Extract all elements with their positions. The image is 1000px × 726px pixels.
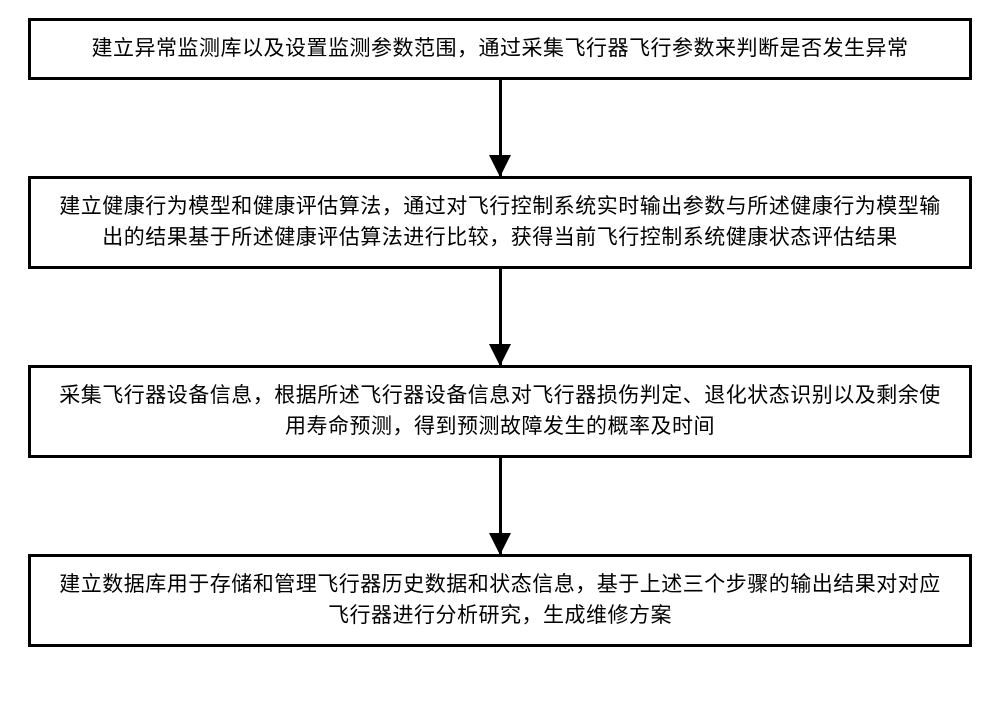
arrow-head-icon (489, 155, 511, 177)
flowchart-box-text: 建立异常监测库以及设置监测参数范围，通过采集飞行器飞行参数来判断是否发生异常 (92, 33, 909, 65)
flowchart-box-step1: 建立异常监测库以及设置监测参数范围，通过采集飞行器飞行参数来判断是否发生异常 (28, 18, 972, 80)
arrow-head-icon (489, 344, 511, 366)
flowchart-arrow (499, 80, 502, 176)
flowchart-container: 建立异常监测库以及设置监测参数范围，通过采集飞行器飞行参数来判断是否发生异常 建… (0, 0, 1000, 665)
flowchart-box-text: 建立健康行为模型和健康评估算法，通过对飞行控制系统实时输出参数与所述健康行为模型… (51, 191, 949, 254)
flowchart-box-text: 建立数据库用于存储和管理飞行器历史数据和状态信息，基于上述三个步骤的输出结果对对… (51, 569, 949, 632)
flowchart-arrow (499, 269, 502, 365)
flowchart-box-text: 采集飞行器设备信息，根据所述飞行器设备信息对飞行器损伤判定、退化状态识别以及剩余… (51, 380, 949, 443)
flowchart-box-step3: 采集飞行器设备信息，根据所述飞行器设备信息对飞行器损伤判定、退化状态识别以及剩余… (28, 365, 972, 458)
arrow-head-icon (489, 533, 511, 555)
flowchart-box-step4: 建立数据库用于存储和管理飞行器历史数据和状态信息，基于上述三个步骤的输出结果对对… (28, 554, 972, 647)
flowchart-arrow (499, 458, 502, 554)
flowchart-box-step2: 建立健康行为模型和健康评估算法，通过对飞行控制系统实时输出参数与所述健康行为模型… (28, 176, 972, 269)
